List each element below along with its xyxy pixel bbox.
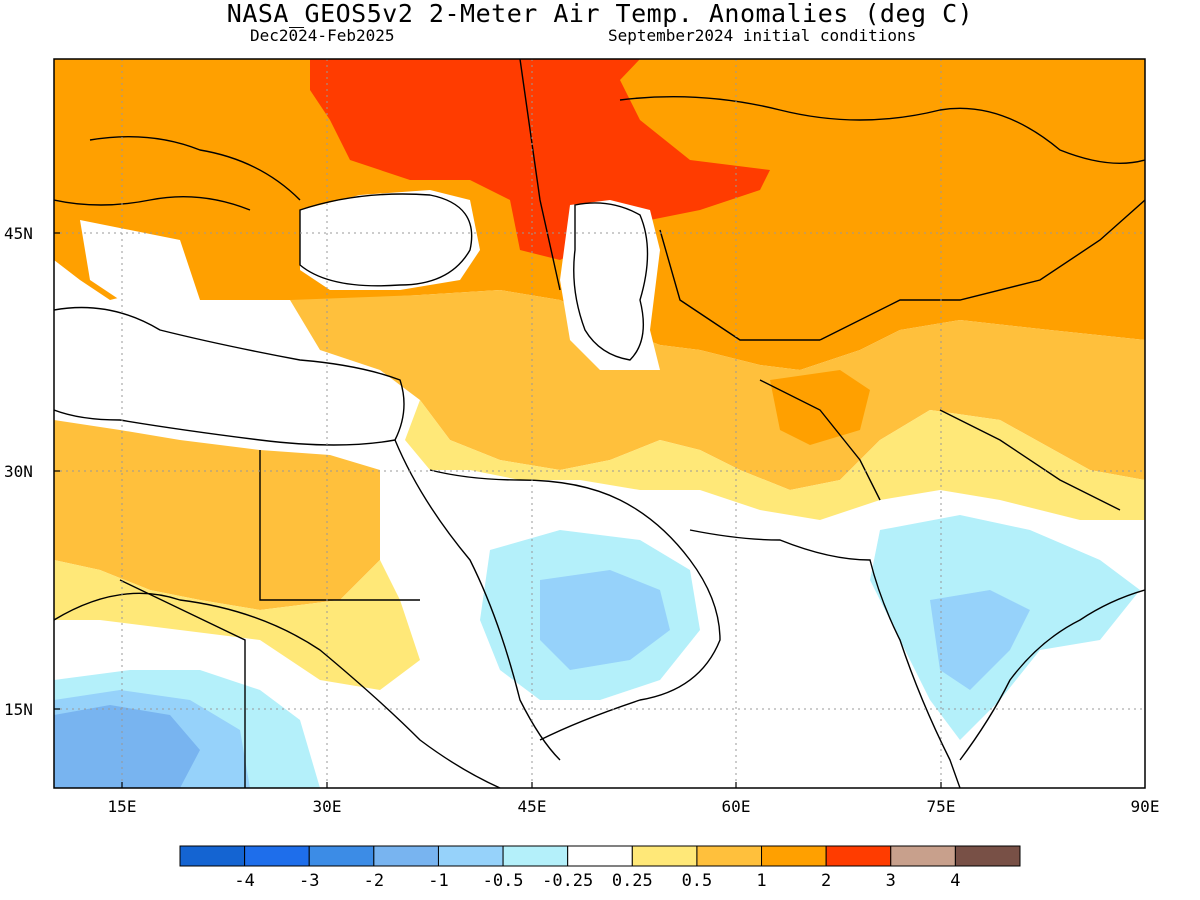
anomaly-region-north-africa (54, 420, 380, 610)
anomaly-region-india-core (930, 590, 1030, 690)
lon-label-45e: 45E (518, 797, 547, 816)
colorbar-label: -0.5 (483, 871, 524, 891)
anomaly-region-iran (770, 370, 870, 445)
lon-label-75e: 75E (927, 797, 956, 816)
colorbar-bin (179, 845, 246, 867)
coastlines (54, 59, 1145, 788)
anomaly-region-black-sea (300, 190, 480, 290)
initial-conditions-label: September2024 initial conditions (608, 26, 917, 45)
anomaly-region-0.5-to-1 (290, 290, 1145, 490)
colorbar-label: -0.25 (542, 871, 593, 891)
axis-ticks (54, 232, 942, 788)
anomaly-region-arabia-core (540, 570, 670, 670)
colorbar-labels: -4 -3 -2 -1 -0.5 -0.25 0.25 0.5 1 2 3 4 (234, 871, 960, 891)
colorbar-label: 2 (821, 871, 831, 891)
colorbar (179, 845, 1021, 867)
colorbar-bin (308, 845, 375, 867)
anomaly-region-2-to-3 (310, 59, 770, 260)
map-title: NASA_GEOS5v2 2-Meter Air Temp. Anomalies… (226, 0, 974, 28)
colorbar-label: 4 (950, 871, 960, 891)
colorbar-bin (825, 845, 892, 867)
anomaly-field (54, 59, 1145, 788)
anomaly-region-0.25-to-0.5 (405, 400, 1145, 520)
anomaly-region-mediterranean (54, 300, 410, 450)
colorbar-label: 0.25 (612, 871, 653, 891)
colorbar-bin (502, 845, 569, 867)
lon-label-90e: 90E (1131, 797, 1160, 816)
colorbar-bin (373, 845, 439, 867)
colorbar-bin (761, 845, 827, 867)
colorbar-bin (890, 845, 956, 867)
colorbar-label: -3 (299, 871, 319, 891)
colorbar-label: 1 (756, 871, 766, 891)
lat-label-15n: 15N (4, 700, 33, 719)
gridlines (54, 59, 1145, 788)
anomaly-region-caspian (560, 200, 660, 370)
colorbar-label: -4 (234, 871, 254, 891)
colorbar-bin (437, 845, 504, 867)
colorbar-bin (244, 845, 310, 867)
colorbar-bin (631, 845, 698, 867)
lon-label-60e: 60E (722, 797, 751, 816)
anomaly-region-east-africa-deep (54, 705, 200, 788)
lat-label-30n: 30N (4, 462, 33, 481)
colorbar-label: 3 (886, 871, 896, 891)
lat-label-45n: 45N (4, 224, 33, 243)
anomaly-region-balkans (80, 220, 200, 320)
colorbar-label: -1 (428, 871, 448, 891)
colorbar-label: 0.5 (682, 871, 713, 891)
plot-frame (53, 58, 1146, 789)
forecast-period: Dec2024-Feb2025 (250, 26, 395, 45)
colorbar-bin (696, 845, 763, 867)
colorbar-label: -2 (364, 871, 384, 891)
colorbar-bin (954, 845, 1021, 867)
lon-label-30e: 30E (313, 797, 342, 816)
lon-label-15e: 15E (108, 797, 137, 816)
colorbar-bin (567, 845, 633, 867)
